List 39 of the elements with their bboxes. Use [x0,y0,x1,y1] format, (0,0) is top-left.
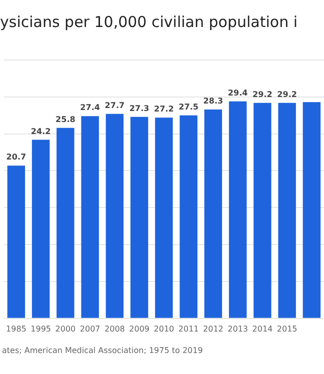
data-label: 27.5 [178,102,199,112]
data-label: 27.4 [80,103,100,112]
bar [278,102,296,318]
bar [81,116,99,318]
bar [204,109,222,318]
x-tick-label: 2007 [80,324,100,334]
data-label: 29.2 [252,90,272,99]
text: ates; American Medical Association; 1975 to 2019 [2,346,203,355]
data-label: 28.3 [203,96,224,106]
x-tick-label: 1995 [30,324,51,334]
data-label: 27.2 [154,104,174,114]
bar [56,128,74,318]
x-tick-label: 1985 [6,324,26,334]
x-tick-label: 2013 [228,324,248,334]
bar [155,118,173,318]
x-tick-label: 2008 [104,324,125,334]
x-tick-label: 2009 [129,324,150,334]
x-tick-label: 2014 [252,324,273,334]
x-tick-label: 2010 [154,324,174,334]
data-label: 27.3 [129,104,150,113]
x-tick-label: 2000 [55,324,76,334]
data-label: 20.7 [6,152,26,162]
data-label: 25.8 [56,115,76,124]
x-tick-label: 2011 [178,324,199,334]
x-tick-label: 2012 [203,324,224,334]
bar [130,116,148,318]
data-label: 27.7 [104,100,125,110]
x-tick-label: 2015 [276,324,298,334]
bar [254,102,272,318]
bar [302,102,321,318]
bar [7,166,26,318]
data-label: 29.4 [228,88,248,98]
bar [32,140,50,318]
bar [228,101,247,318]
bar [106,114,124,318]
chart-title: ysicians per 10,000 civilian population i [0,12,298,31]
data-label: 29.2 [277,90,297,99]
data-label: 24.2 [30,126,51,136]
bar [180,115,198,318]
